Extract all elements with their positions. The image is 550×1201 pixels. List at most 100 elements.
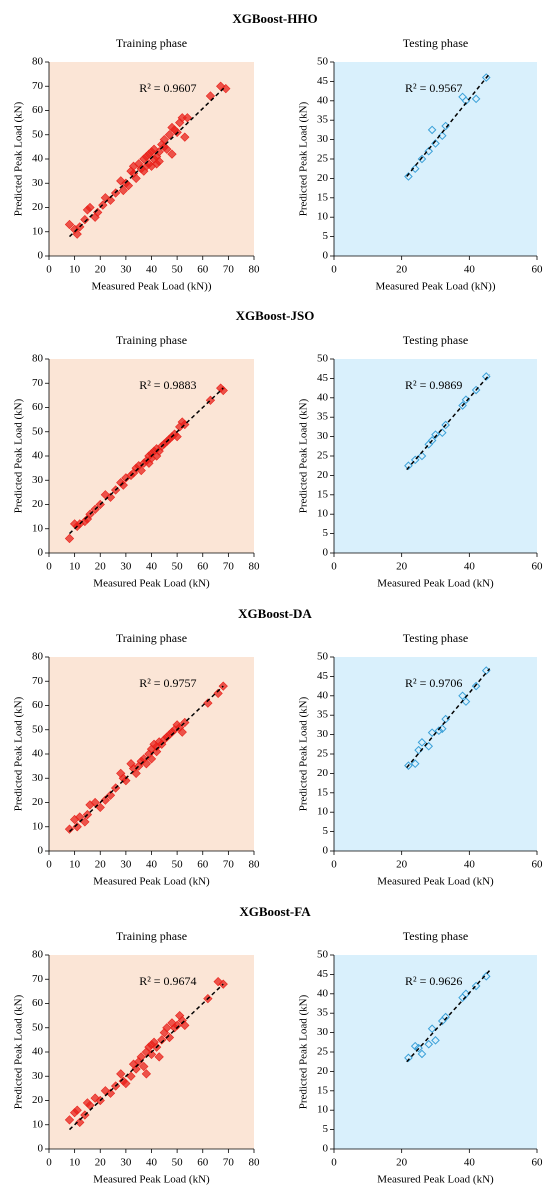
data-point (131, 173, 141, 184)
y-tick-label: 60 (32, 401, 44, 413)
x-axis-label: Measured Peak Load (kN) (93, 876, 210, 888)
x-tick-label: 40 (464, 1157, 476, 1169)
data-point (410, 164, 420, 174)
data-point (121, 776, 131, 786)
y-tick-label: 80 (32, 56, 44, 68)
y-tick-label: 50 (317, 353, 329, 365)
x-tick-label: 30 (120, 859, 132, 871)
panel-train: Training phase 0 10 20 30 40 50 60 70 80 0 10 20 30 40… (13, 333, 260, 590)
x-tick-label: 60 (197, 264, 209, 276)
plot-area (334, 62, 537, 256)
data-point (471, 681, 481, 691)
data-point (182, 113, 192, 123)
y-tick-label: 0 (323, 250, 329, 262)
y-axis-label: Predicted Peak Load (kN) (13, 398, 25, 513)
data-point (146, 1049, 157, 1060)
data-point (427, 728, 437, 737)
data-point (203, 698, 213, 708)
data-point (105, 492, 116, 502)
panel-title: Testing phase (403, 929, 468, 943)
y-tick-label: 15 (317, 191, 329, 203)
data-point (131, 1064, 141, 1074)
x-tick-label: 40 (146, 561, 158, 573)
r-squared-label: R² = 0.9706 (405, 676, 462, 690)
data-point (431, 430, 440, 439)
x-tick-label: 20 (95, 1157, 107, 1169)
y-tick-label: 35 (317, 709, 329, 721)
x-tick-label: 40 (464, 561, 476, 573)
x-tick-label: 40 (464, 264, 476, 276)
y-tick-label: 60 (32, 699, 44, 711)
y-tick-label: 20 (32, 796, 44, 808)
data-point (417, 738, 427, 747)
x-tick-label: 40 (464, 859, 476, 871)
data-point (481, 73, 491, 82)
data-point (105, 1088, 116, 1098)
x-tick-label: 70 (223, 1157, 235, 1169)
data-point (118, 185, 128, 196)
data-point (141, 1069, 151, 1079)
x-tick-label: 0 (331, 264, 337, 276)
panel-title: Training phase (116, 333, 187, 347)
panel-test: Testing phase 0 20 40 60 0 5 10 15 20 25 30 35 40 45 50… (298, 36, 543, 293)
data-point (437, 131, 447, 141)
y-tick-label: 10 (317, 1104, 329, 1116)
y-tick-label: 10 (317, 508, 329, 520)
x-tick-label: 40 (146, 264, 158, 276)
y-tick-label: 0 (323, 547, 329, 559)
y-tick-label: 10 (317, 211, 329, 223)
data-point (180, 717, 190, 728)
y-tick-label: 80 (32, 651, 44, 663)
data-point (139, 1061, 149, 1072)
y-tick-label: 40 (32, 1046, 44, 1058)
y-tick-label: 70 (32, 377, 44, 389)
data-point (100, 795, 110, 805)
data-point (424, 1039, 434, 1049)
data-point (177, 727, 187, 737)
data-point (427, 1024, 437, 1034)
data-point (427, 125, 437, 135)
x-tick-label: 10 (69, 1157, 81, 1169)
x-tick-label: 20 (396, 859, 408, 871)
data-point (105, 790, 116, 800)
y-axis-label: Predicted Peak Load (kN) (298, 696, 310, 811)
panel-title: Testing phase (403, 333, 468, 347)
x-tick-label: 20 (396, 264, 408, 276)
y-tick-label: 45 (317, 670, 329, 682)
data-point (431, 139, 440, 148)
data-point (72, 822, 82, 832)
y-tick-label: 10 (317, 806, 329, 818)
panel-title: Training phase (116, 36, 187, 50)
y-tick-label: 30 (317, 728, 329, 740)
panel-title: Testing phase (403, 631, 468, 645)
y-tick-label: 70 (32, 80, 44, 92)
y-tick-label: 20 (317, 172, 329, 184)
group-title: XGBoost-DA (238, 606, 312, 621)
data-point (75, 1117, 85, 1127)
data-point (481, 372, 491, 381)
data-point (154, 156, 164, 167)
y-tick-label: 30 (32, 177, 44, 189)
data-point (180, 132, 190, 142)
data-point (159, 134, 169, 145)
y-axis-label: Predicted Peak Load (kN) (298, 398, 310, 513)
y-tick-label: 30 (32, 772, 44, 784)
y-tick-label: 45 (317, 372, 329, 384)
x-tick-label: 0 (331, 1157, 337, 1169)
y-tick-label: 50 (32, 1021, 44, 1033)
y-tick-label: 30 (317, 430, 329, 442)
x-tick-label: 0 (331, 859, 337, 871)
data-point (404, 1053, 413, 1063)
x-axis-label: Measured Peak Load (kN)) (375, 281, 495, 293)
y-tick-label: 50 (32, 723, 44, 735)
y-tick-label: 0 (323, 845, 329, 857)
data-point (167, 149, 177, 159)
data-point (471, 385, 481, 395)
y-tick-label: 50 (32, 425, 44, 437)
x-tick-label: 40 (146, 859, 158, 871)
y-tick-label: 0 (38, 250, 44, 262)
trendline (68, 685, 224, 833)
r-squared-label: R² = 0.9757 (139, 676, 196, 690)
